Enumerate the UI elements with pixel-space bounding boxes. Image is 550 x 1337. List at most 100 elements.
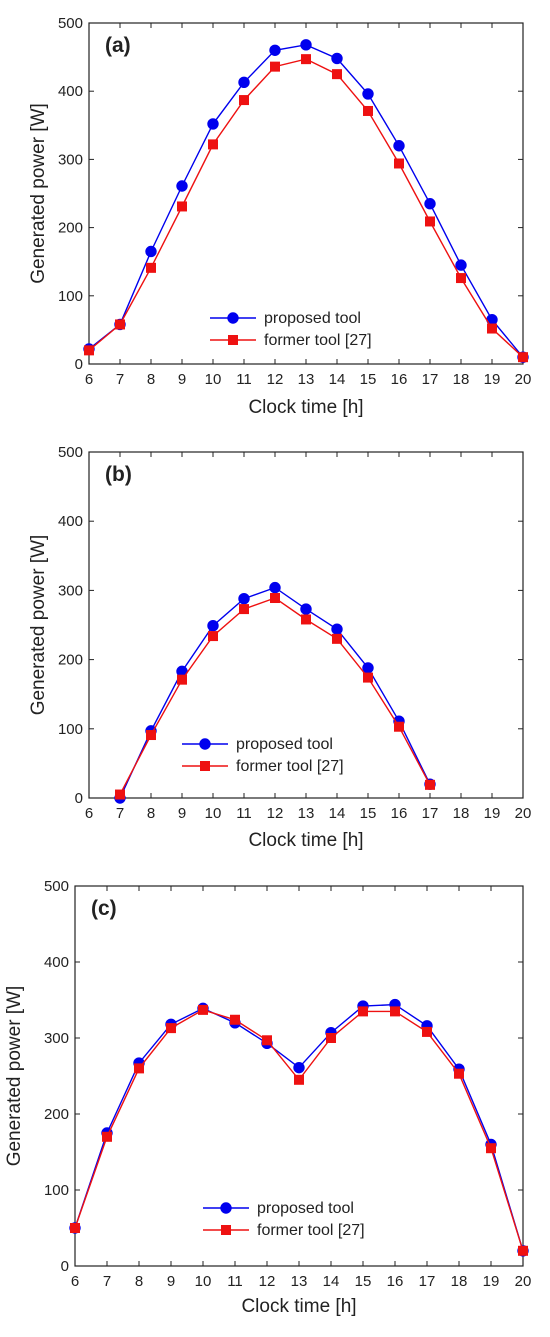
data-point-a-0 bbox=[176, 180, 188, 192]
data-point-b-1 bbox=[146, 730, 156, 741]
data-point-b-1 bbox=[332, 633, 342, 644]
x-tick-label-c: 19 bbox=[483, 1273, 500, 1290]
y-tick-label-c: 300 bbox=[44, 1030, 69, 1047]
y-tick-label-a: 300 bbox=[58, 151, 83, 168]
series-former-b bbox=[115, 593, 435, 800]
data-point-c-1 bbox=[198, 1004, 208, 1015]
y-tick-label-c: 200 bbox=[44, 1106, 69, 1123]
legend-label-a-1: former tool [27] bbox=[264, 332, 372, 349]
data-point-b-1 bbox=[394, 721, 404, 732]
data-point-a-0 bbox=[393, 140, 405, 152]
data-point-a-1 bbox=[270, 61, 280, 72]
x-tick-label-c: 15 bbox=[355, 1273, 372, 1290]
data-point-c-1 bbox=[134, 1063, 144, 1074]
x-tick-label-a: 20 bbox=[515, 371, 532, 388]
data-point-c-1 bbox=[166, 1023, 176, 1034]
x-tick-label-a: 19 bbox=[484, 371, 501, 388]
y-tick-label-b: 200 bbox=[58, 652, 83, 669]
data-point-c-1 bbox=[390, 1006, 400, 1017]
y-axis-label-a: Generated power [W] bbox=[28, 103, 49, 284]
y-tick-label-b: 400 bbox=[58, 513, 83, 530]
legend-c: proposed tool former tool [27] bbox=[203, 1200, 365, 1239]
data-point-b-0 bbox=[269, 581, 281, 594]
y-tick-label-b: 300 bbox=[58, 582, 83, 599]
x-tick-label-b: 13 bbox=[298, 805, 315, 822]
x-tick-label-a: 7 bbox=[116, 371, 124, 388]
x-tick-label-a: 14 bbox=[329, 371, 346, 388]
x-tick-label-c: 10 bbox=[195, 1273, 212, 1290]
legend-label-b-0: proposed tool bbox=[236, 736, 333, 753]
data-point-a-0 bbox=[424, 198, 436, 210]
data-point-b-1 bbox=[301, 614, 311, 625]
legend-marker-a-0 bbox=[227, 312, 239, 324]
y-tick-label-b: 100 bbox=[58, 721, 83, 738]
y-axis-label-c: Generated power [W] bbox=[4, 986, 25, 1167]
legend-label-c-1: former tool [27] bbox=[257, 1222, 365, 1239]
data-point-c-1 bbox=[230, 1014, 240, 1025]
x-tick-label-c: 13 bbox=[291, 1273, 308, 1290]
x-tick-label-b: 15 bbox=[360, 805, 377, 822]
data-point-a-1 bbox=[301, 54, 311, 65]
data-point-c-1 bbox=[326, 1033, 336, 1043]
series-former-c bbox=[70, 1004, 528, 1256]
data-point-b-1 bbox=[208, 631, 218, 642]
chart-panel-b: 6 7 8 9 10 11 12 13 14 15 16 17 18 19 2001002003004005… bbox=[28, 444, 532, 851]
x-axis-label-c: Clock time [h] bbox=[241, 1296, 356, 1317]
y-tick-label-a: 400 bbox=[58, 83, 83, 100]
x-tick-label-a: 17 bbox=[422, 371, 439, 388]
x-tick-label-c: 12 bbox=[259, 1273, 276, 1290]
data-point-b-0 bbox=[238, 593, 250, 605]
data-point-c-1 bbox=[358, 1006, 368, 1017]
data-point-a-1 bbox=[425, 216, 435, 227]
chart-panel-a: 6 7 8 9 10 11 12 13 14 15 16 17 18 19 2001002003004005… bbox=[28, 15, 532, 418]
legend-marker-c-1 bbox=[221, 1225, 231, 1235]
x-tick-label-c: 9 bbox=[167, 1273, 175, 1290]
data-point-a-1 bbox=[394, 158, 404, 169]
legend-a: proposed tool former tool [27] bbox=[210, 310, 372, 349]
x-tick-label-c: 20 bbox=[515, 1273, 532, 1290]
data-point-c-1 bbox=[422, 1026, 432, 1037]
data-point-b-1 bbox=[425, 779, 435, 790]
series-proposed-c bbox=[69, 998, 529, 1257]
data-point-a-0 bbox=[331, 52, 343, 65]
data-point-a-1 bbox=[146, 262, 156, 273]
series-former-a bbox=[84, 54, 528, 363]
chart-panel-c: 6 7 8 9 10 11 12 13 14 15 16 17 18 19 2001002003004005… bbox=[4, 878, 532, 1317]
legend-marker-b-1 bbox=[200, 761, 210, 771]
x-tick-label-a: 18 bbox=[453, 371, 470, 388]
data-point-b-0 bbox=[300, 603, 312, 615]
x-tick-label-c: 17 bbox=[419, 1273, 436, 1290]
x-tick-label-b: 17 bbox=[422, 805, 439, 822]
x-tick-label-b: 11 bbox=[236, 805, 252, 822]
data-point-a-0 bbox=[269, 44, 281, 56]
y-tick-label-c: 500 bbox=[44, 878, 69, 895]
data-point-a-0 bbox=[300, 39, 312, 51]
x-tick-label-b: 14 bbox=[329, 805, 346, 822]
panel-label-a: (a) bbox=[105, 34, 131, 57]
data-point-a-1 bbox=[456, 273, 466, 284]
y-tick-label-b: 500 bbox=[58, 444, 83, 461]
y-tick-label-c: 100 bbox=[44, 1182, 69, 1199]
legend-b: proposed tool former tool [27] bbox=[182, 736, 344, 775]
data-point-a-1 bbox=[115, 319, 125, 330]
legend-label-c-0: proposed tool bbox=[257, 1200, 354, 1217]
panel-label-c: (c) bbox=[91, 897, 117, 920]
legend-label-b-1: former tool [27] bbox=[236, 758, 344, 775]
x-tick-label-b: 20 bbox=[515, 805, 532, 822]
x-axis-label-a: Clock time [h] bbox=[248, 397, 363, 418]
x-tick-label-c: 11 bbox=[227, 1273, 243, 1290]
x-tick-label-a: 6 bbox=[85, 371, 93, 388]
legend-marker-a-1 bbox=[228, 335, 238, 345]
x-tick-label-c: 8 bbox=[135, 1273, 143, 1290]
x-tick-label-a: 16 bbox=[391, 371, 408, 388]
x-tick-label-b: 6 bbox=[85, 805, 93, 822]
x-tick-label-b: 12 bbox=[267, 805, 284, 822]
data-point-a-0 bbox=[238, 76, 250, 89]
data-point-c-1 bbox=[70, 1223, 80, 1233]
y-tick-label-b: 0 bbox=[75, 790, 83, 807]
x-tick-label-a: 11 bbox=[236, 371, 252, 388]
data-point-b-0 bbox=[331, 623, 343, 635]
x-tick-label-a: 12 bbox=[267, 371, 284, 388]
x-tick-label-b: 7 bbox=[116, 805, 124, 822]
